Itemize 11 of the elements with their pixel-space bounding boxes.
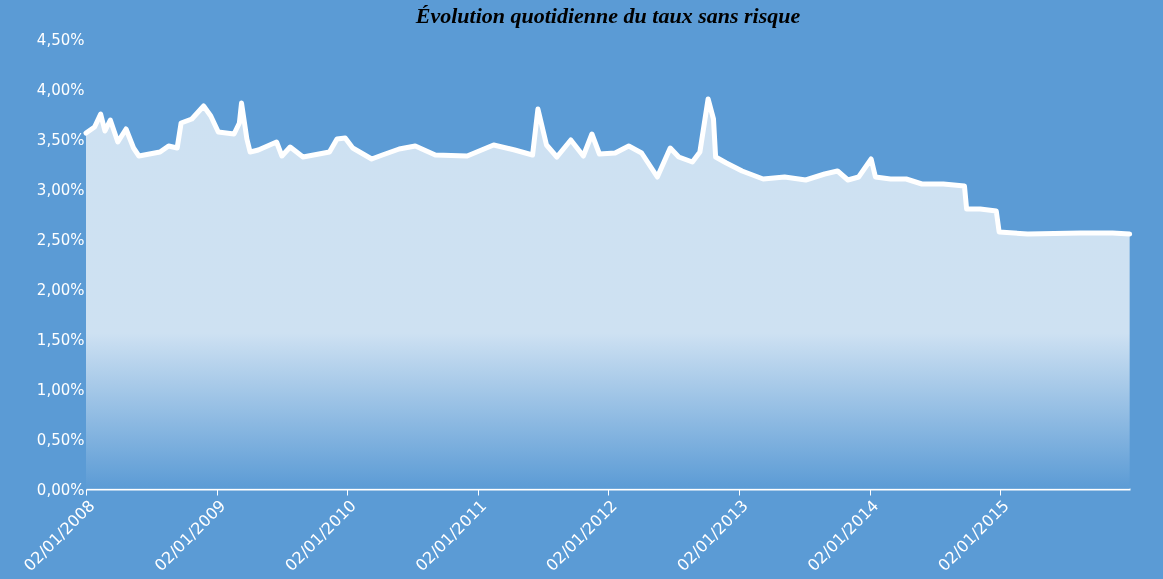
y-tick-label: 0,50% xyxy=(36,430,85,449)
y-tick-label: 3,00% xyxy=(36,180,85,199)
y-tick-label: 1,00% xyxy=(36,380,85,399)
y-tick-label: 4,00% xyxy=(36,80,85,99)
y-tick-label: 3,50% xyxy=(36,130,85,149)
chart-title: Évolution quotidienne du taux sans risque xyxy=(414,3,801,28)
y-tick-label: 4,50% xyxy=(36,30,85,49)
y-tick-label: 2,00% xyxy=(36,280,85,299)
y-tick-label: 0,00% xyxy=(36,480,85,499)
y-tick-label: 2,50% xyxy=(36,230,85,249)
y-tick-label: 1,50% xyxy=(36,330,85,349)
